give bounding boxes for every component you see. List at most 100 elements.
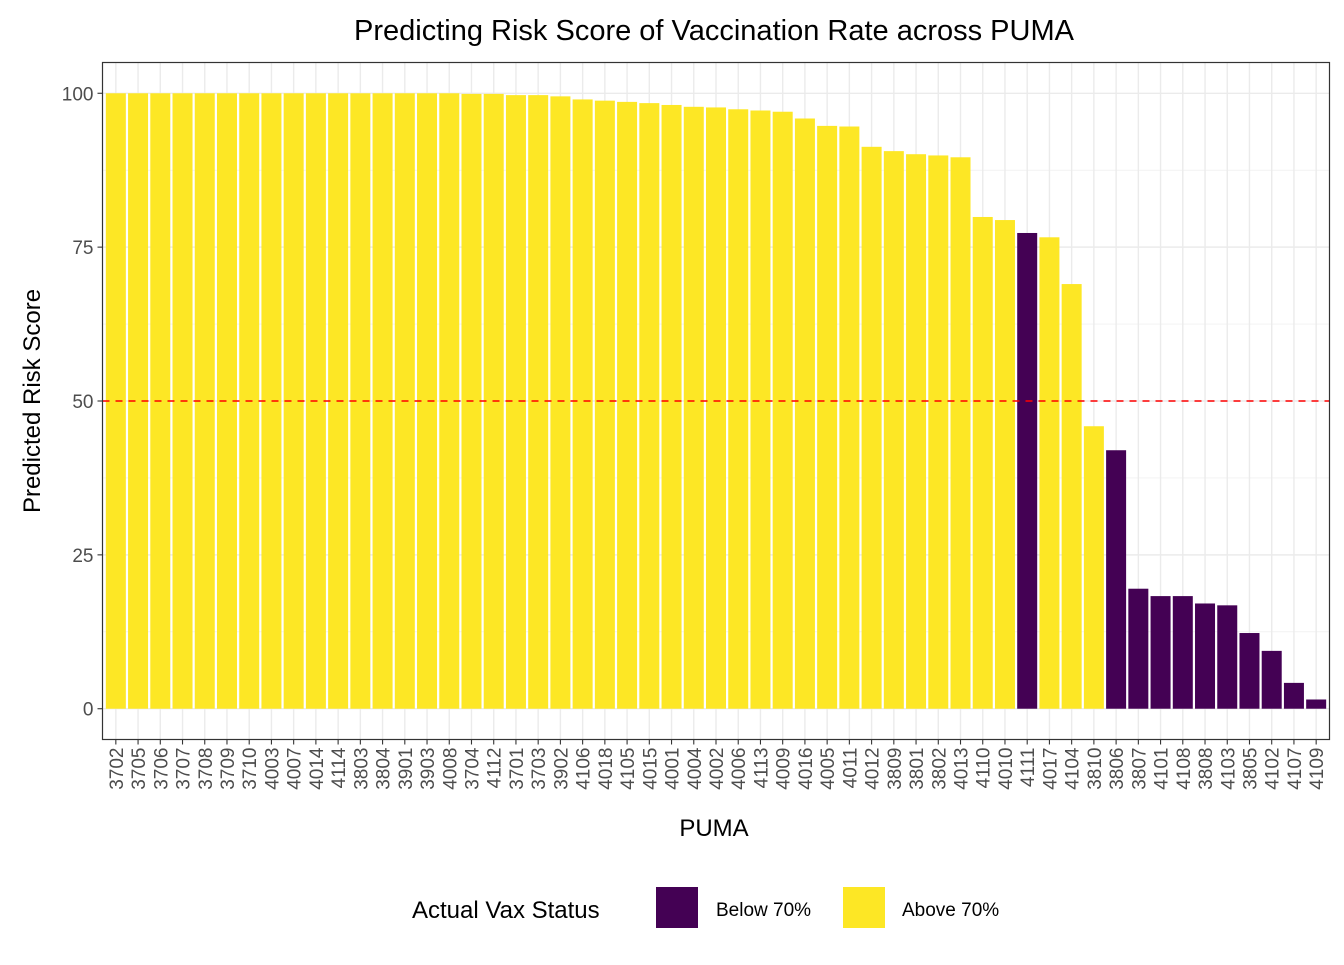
x-tick-label: 4016 [796,748,817,790]
bar-4009 [772,111,793,709]
bars [105,93,1327,709]
x-tick-label: 3901 [396,748,417,790]
bar-4109 [1306,699,1327,709]
x-tick-label: 4105 [618,748,639,790]
bar-3801 [906,154,927,709]
x-tick-label: 4015 [640,748,661,790]
bar-3802 [928,155,949,709]
bar-3902 [550,96,571,709]
x-tick-label: 4102 [1263,748,1284,790]
bar-4106 [572,99,593,709]
x-tick-label: 3805 [1240,748,1261,790]
bar-4113 [750,110,771,709]
x-tick-label: 3806 [1107,748,1128,790]
legend-swatch-below [656,887,698,928]
bar-4002 [705,107,727,709]
bar-4108 [1172,596,1193,709]
legend-swatch-above [843,887,885,928]
bar-4015 [639,103,660,709]
y-tick-label: 75 [72,238,93,259]
y-tick-label: 25 [72,546,93,567]
x-tick-label: 4110 [974,748,995,789]
x-tick-label: 3707 [174,748,195,790]
x-tick-label: 4101 [1152,748,1173,790]
x-tick-label: 3809 [885,748,906,790]
bar-4007 [283,93,304,709]
x-tick-label: 3702 [107,748,128,790]
bar-4012 [861,146,882,709]
bar-4101 [1150,596,1171,709]
x-tick-label: 4111 [1018,748,1039,787]
x-tick-label: 4002 [707,748,728,790]
bar-4105 [617,101,638,709]
bar-3807 [1128,588,1149,709]
legend-label-above: Above 70% [902,900,999,921]
x-tick-label: 4006 [729,748,750,790]
x-tick-label: 3710 [240,748,261,790]
y-tick-label: 100 [62,84,94,105]
y-axis-title: Predicted Risk Score [19,289,46,513]
x-tick-label: 4107 [1285,748,1306,790]
bar-4110 [972,216,993,709]
x-tick-label: 4012 [863,748,884,790]
bar-3809 [883,151,904,709]
x-tick-label: 4017 [1040,748,1061,790]
bar-3705 [128,93,149,709]
bar-4017 [1039,237,1060,709]
x-tick-label: 3803 [351,748,372,790]
bar-4004 [683,106,704,709]
y-tick-label: 0 [83,700,94,721]
x-tick-label: 4007 [285,748,306,790]
legend-label-below: Below 70% [716,900,811,921]
x-tick-label: 3704 [462,747,483,790]
x-tick-label: 3903 [418,748,439,790]
x-tick-label: 3705 [129,748,150,790]
bar-4013 [950,157,971,709]
legend-title: Actual Vax Status [412,897,600,924]
x-tick-label: 3807 [1129,748,1150,790]
x-tick-label: 4018 [596,748,617,790]
x-tick-label: 4009 [774,748,795,790]
bar-4111 [1017,232,1038,709]
bar-3803 [350,93,371,709]
bar-4016 [794,118,815,709]
x-tick-label: 4010 [996,748,1017,790]
x-tick-label: 4104 [1063,747,1084,790]
x-tick-label: 4003 [262,748,283,790]
x-tick-label: 3804 [374,747,395,790]
x-tick-label: 4106 [574,748,595,790]
bar-4104 [1061,284,1082,709]
chart-title: Predicting Risk Score of Vaccination Rat… [354,15,1075,47]
x-tick-label: 4014 [307,747,328,790]
x-tick-label: 3703 [529,748,550,790]
x-tick-label: 4011 [840,748,861,789]
x-tick-label: 4001 [663,748,684,790]
bar-3804 [372,93,393,709]
y-axis: 0 25 50 75 100 [62,84,103,721]
bar-4006 [728,109,749,709]
y-tick-label: 50 [72,392,93,413]
bar-4107 [1283,682,1304,709]
bar-4005 [817,125,838,709]
x-tick-label: 3709 [218,748,239,790]
bar-3808 [1195,603,1216,709]
x-axis: 3702 3705 3706 3707 3708 3709 3710 4003 4007 4014… [107,739,1328,790]
x-tick-label: 3801 [907,748,928,790]
bar-4011 [839,126,860,709]
bar-3703 [528,95,549,709]
x-tick-label: 4005 [818,748,839,790]
bar-4102 [1261,650,1282,709]
x-tick-label: 4113 [751,748,772,789]
x-axis-title: PUMA [679,815,748,842]
x-tick-label: 3810 [1085,748,1106,790]
bar-3708 [194,93,215,709]
x-tick-label: 4004 [685,747,706,790]
bar-4018 [594,100,615,709]
x-tick-label: 3802 [929,748,950,790]
x-tick-label: 4108 [1174,748,1195,790]
bar-3709 [216,93,237,709]
x-tick-label: 3701 [507,748,528,790]
bar-3701 [505,95,526,709]
bar-3903 [417,93,438,709]
